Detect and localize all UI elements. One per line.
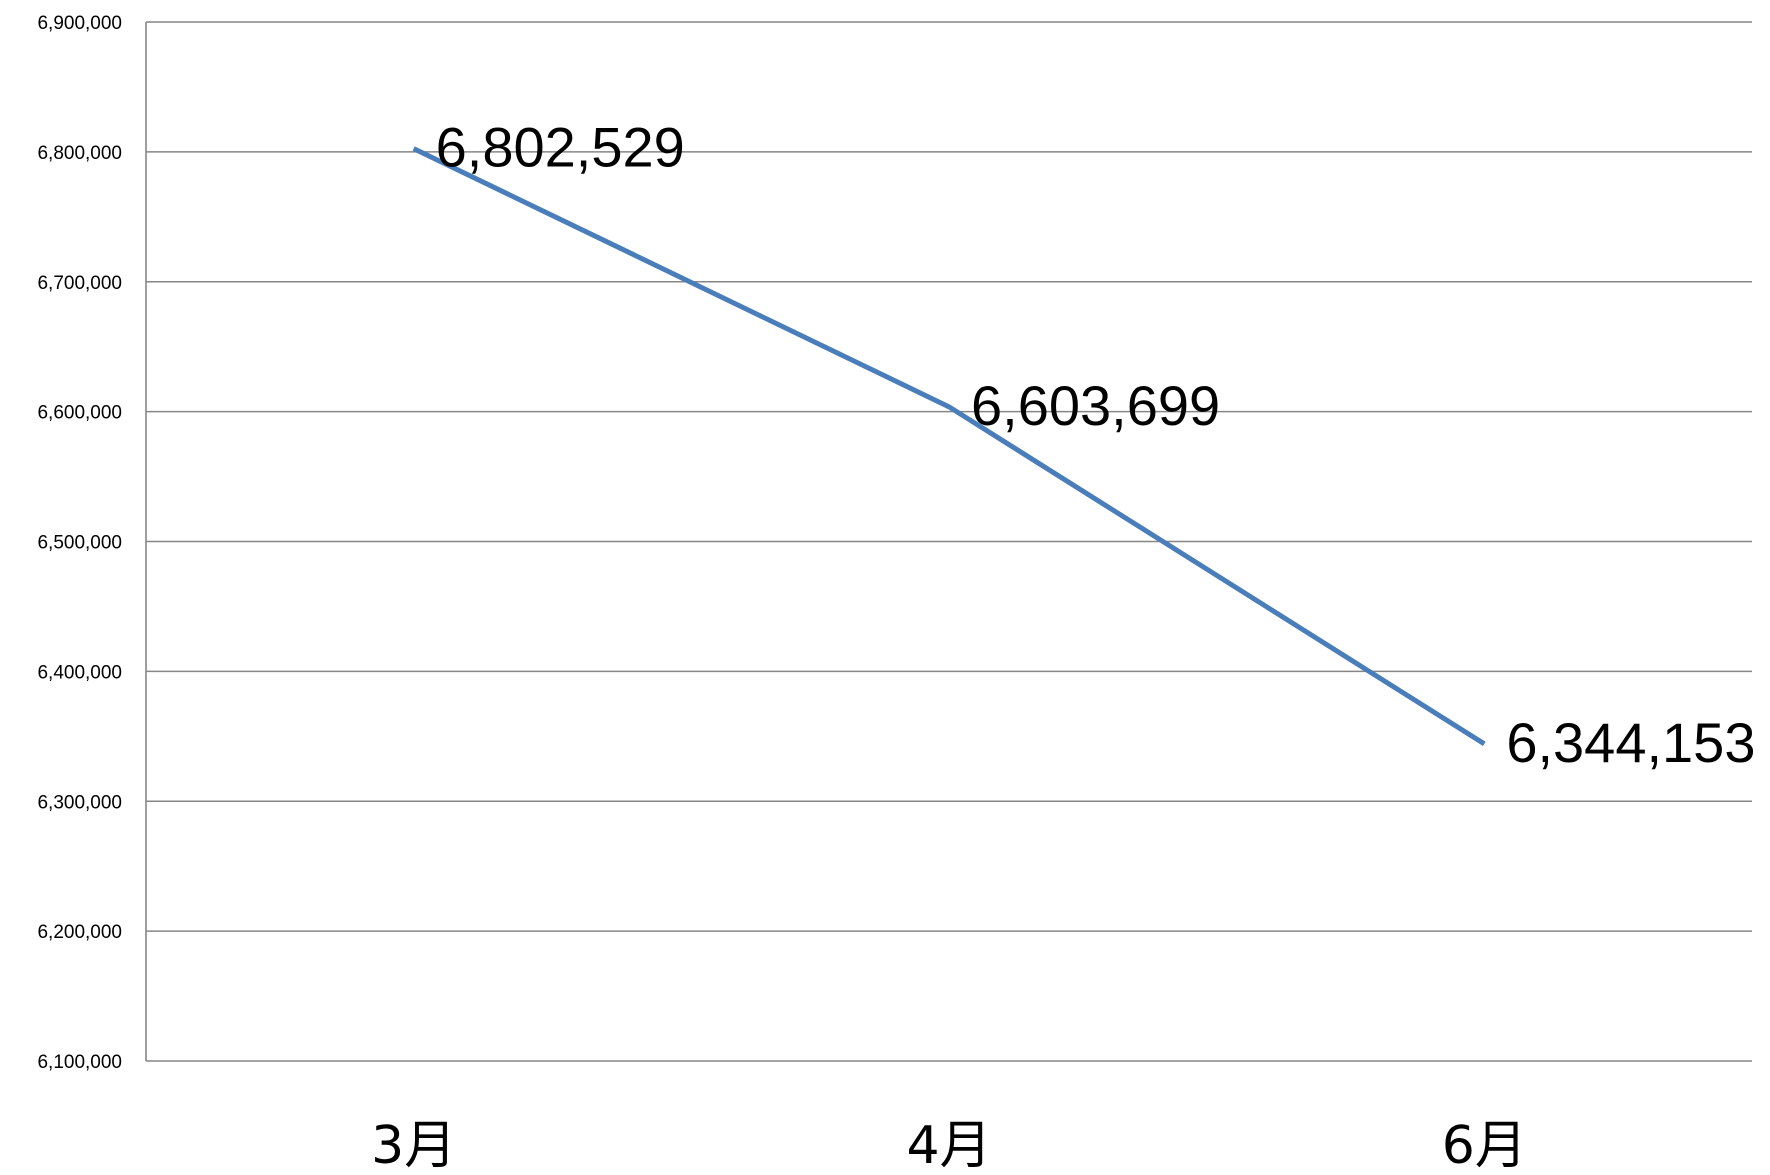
series-line: [412, 146, 1486, 747]
y-tick-label: 6,600,000: [37, 403, 122, 424]
data-label: 6,603,699: [971, 374, 1220, 437]
y-tick-label: 6,100,000: [37, 1052, 122, 1073]
data-label: 6,344,153: [1506, 711, 1755, 774]
y-tick-label: 6,700,000: [37, 273, 122, 294]
x-tick-label: 6月: [1442, 1116, 1527, 1175]
y-tick-label: 6,800,000: [37, 143, 122, 164]
y-tick-label: 6,500,000: [37, 533, 122, 554]
x-tick-label: 4月: [906, 1116, 991, 1175]
data-labels: 6,802,529 6,603,699 6,344,153: [436, 116, 1756, 774]
x-axis-tick-labels: 3月 4月 6月: [371, 1116, 1527, 1175]
x-tick-label: 3月: [371, 1116, 456, 1175]
gridlines: [145, 21, 1752, 1062]
y-tick-label: 6,200,000: [37, 922, 122, 943]
y-axis-tick-labels: 6,100,000 6,200,000 6,300,000 6,400,000 6,50…: [37, 13, 122, 1073]
data-label: 6,802,529: [436, 116, 685, 179]
y-tick-label: 6,300,000: [37, 792, 122, 813]
y-tick-label: 6,900,000: [37, 13, 122, 34]
y-tick-label: 6,400,000: [37, 662, 122, 683]
series-lines: [412, 146, 1486, 747]
